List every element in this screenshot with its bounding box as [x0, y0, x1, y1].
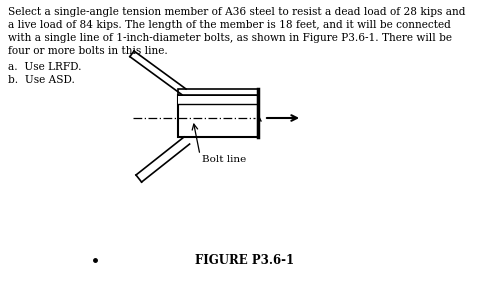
- Text: FIGURE P3.6-1: FIGURE P3.6-1: [196, 254, 295, 267]
- Text: four or more bolts in this line.: four or more bolts in this line.: [8, 46, 168, 56]
- Text: Bolt line: Bolt line: [202, 155, 246, 164]
- Text: a.  Use LRFD.: a. Use LRFD.: [8, 62, 82, 72]
- Text: with a single line of 1-inch-diameter bolts, as shown in Figure P3.6-1. There wi: with a single line of 1-inch-diameter bo…: [8, 33, 452, 43]
- Text: a live load of 84 kips. The length of the member is 18 feet, and it will be conn: a live load of 84 kips. The length of th…: [8, 20, 451, 30]
- Text: b.  Use ASD.: b. Use ASD.: [8, 75, 75, 85]
- Text: Select a single-angle tension member of A36 steel to resist a dead load of 28 ki: Select a single-angle tension member of …: [8, 7, 466, 17]
- Bar: [178, 89, 258, 95]
- Bar: [178, 95, 258, 137]
- Bar: [178, 96, 256, 105]
